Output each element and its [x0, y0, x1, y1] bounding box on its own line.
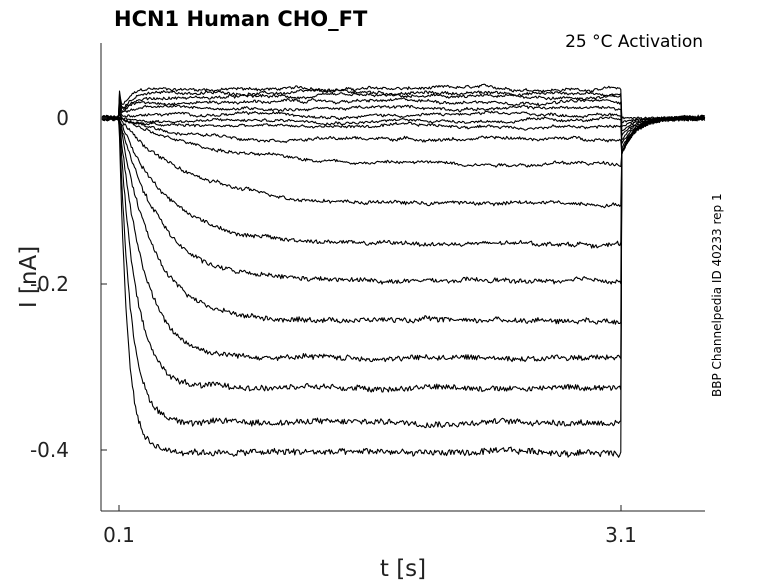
x-tick-label-1: 0.1 — [103, 523, 135, 547]
y-ticks: 0 -0.2 -0.4 — [30, 106, 107, 462]
trace-sweep-9 — [101, 116, 706, 155]
x-ticks: 0.1 3.1 — [103, 505, 637, 547]
trace-sweep-6 — [101, 106, 706, 140]
trace-sweep-13 — [101, 115, 705, 285]
plot-area — [101, 83, 706, 458]
y-tick-label-3: -0.4 — [30, 438, 69, 462]
trace-sweep-18 — [101, 114, 705, 458]
trace-sweep-11 — [101, 115, 706, 209]
condition-label: 25 °C Activation — [565, 32, 703, 52]
trace-sweep-16 — [101, 114, 705, 393]
trace-sweep-4 — [101, 97, 705, 132]
trace-sweep-7 — [102, 110, 705, 145]
side-label: BBP Channelpedia ID 40233 rep 1 — [710, 193, 724, 397]
trace-sweep-8 — [102, 113, 706, 149]
y-tick-label-1: 0 — [56, 106, 69, 130]
trace-sweep-17 — [101, 114, 706, 429]
x-axis-label: t [s] — [380, 556, 426, 582]
trace-sweep-2 — [101, 88, 706, 124]
trace-sweep-14 — [101, 115, 705, 325]
trace-sweep-1 — [101, 83, 706, 120]
x-tick-label-2: 3.1 — [605, 523, 637, 547]
y-axis-label: I [nA] — [16, 246, 42, 308]
chart-title: HCN1 Human CHO_FT — [114, 7, 368, 31]
trace-sweep-15 — [101, 115, 705, 363]
y-tick-label-2: -0.2 — [30, 272, 69, 296]
trace-sweep-5 — [102, 104, 706, 137]
trace-sweep-12 — [101, 115, 706, 249]
trace-sweep-10 — [101, 116, 706, 168]
trace-sweep-3 — [102, 92, 706, 128]
